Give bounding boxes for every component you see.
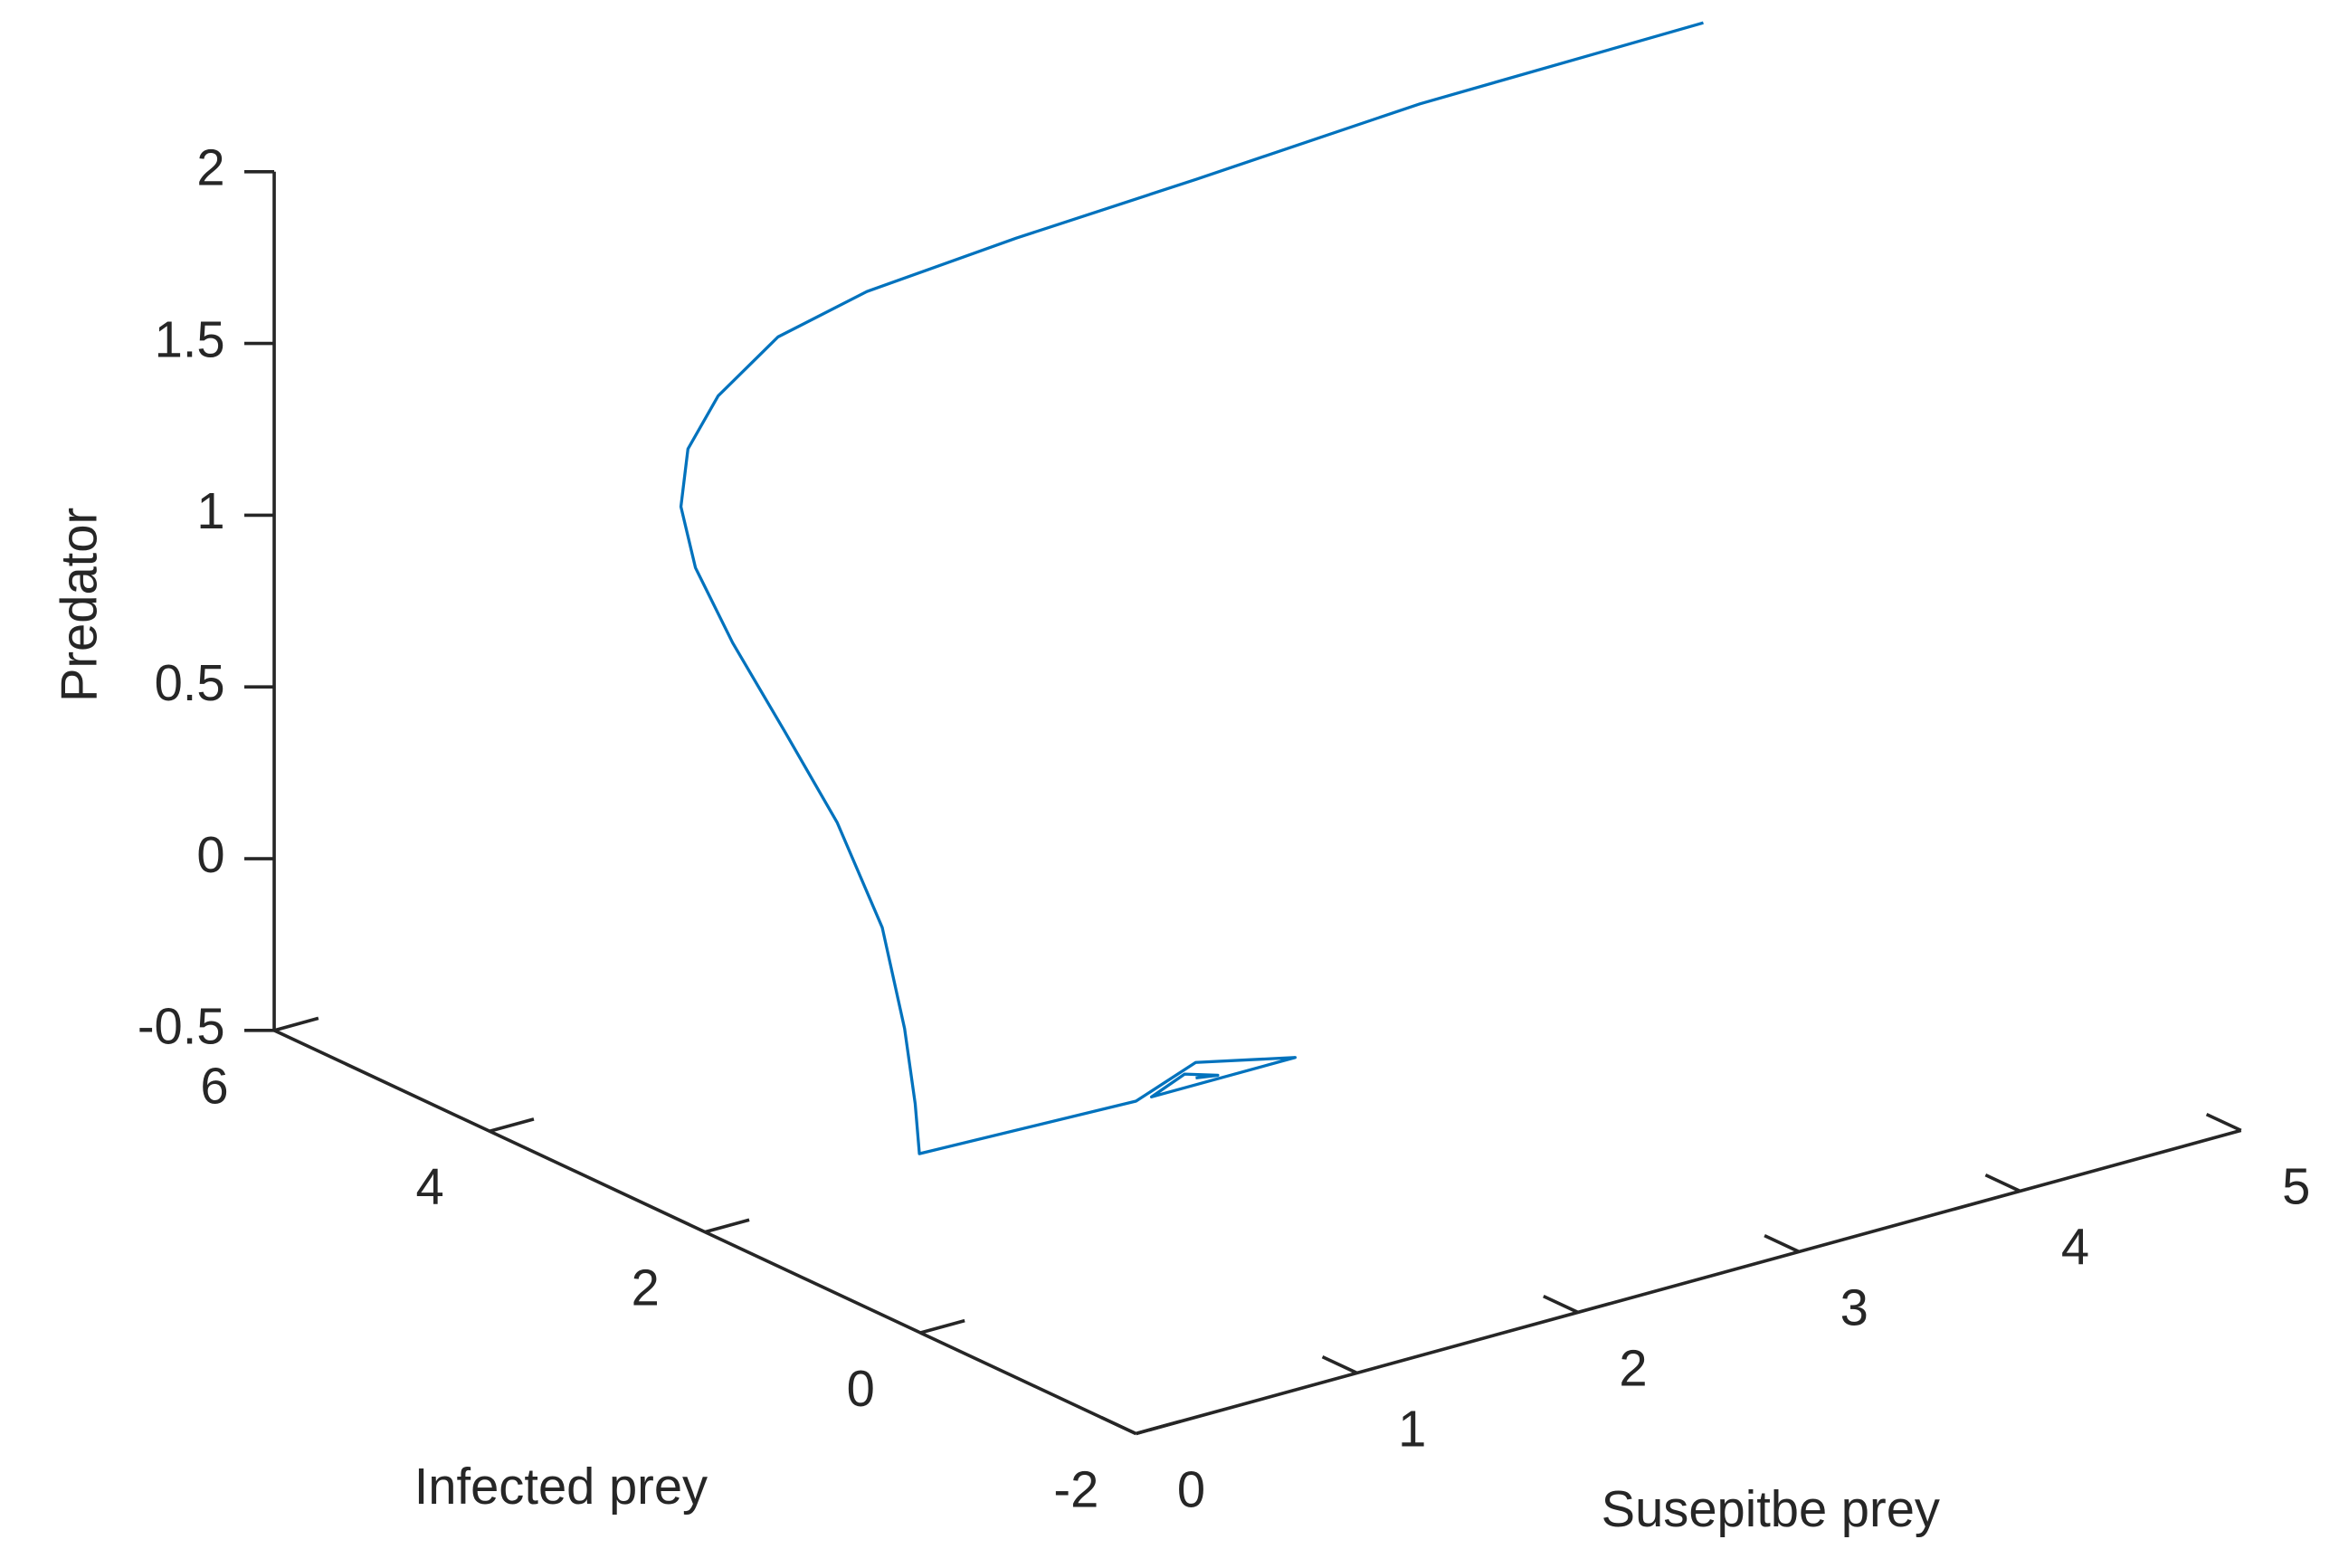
z-tick-label: 1 xyxy=(196,482,224,539)
x-tick-label: 3 xyxy=(1840,1278,1868,1335)
y-tick xyxy=(273,1016,319,1032)
z-tick-label: 1.5 xyxy=(155,310,225,367)
x-tick-label: 0 xyxy=(1177,1460,1205,1517)
x-tick-label: 5 xyxy=(2282,1157,2310,1214)
trajectory-line xyxy=(679,21,1704,1155)
x-tick xyxy=(2205,1112,2242,1133)
y-tick xyxy=(1135,1420,1181,1436)
x-tick-label: 1 xyxy=(1398,1400,1426,1457)
x-axis xyxy=(1135,1128,2242,1436)
y-tick xyxy=(919,1318,965,1335)
x-tick xyxy=(1321,1354,1358,1375)
y-tick-label: 2 xyxy=(632,1259,660,1316)
x-axis-label: Susepitbe prey xyxy=(1602,1480,1940,1537)
z-tick-label: 0 xyxy=(196,826,224,883)
y-tick-label: 0 xyxy=(847,1360,875,1417)
y-tick-label: 6 xyxy=(200,1058,228,1115)
x-tick-label: 2 xyxy=(1619,1339,1647,1396)
y-axis-label: Infected prey xyxy=(414,1458,708,1515)
x-tick-label: 4 xyxy=(2061,1218,2089,1275)
x-tick xyxy=(1100,1415,1137,1436)
z-tick-label: 0.5 xyxy=(155,654,225,711)
y-tick-label: 4 xyxy=(415,1158,443,1215)
z-tick-label: -0.5 xyxy=(138,998,225,1055)
y-tick xyxy=(489,1117,535,1133)
x-tick xyxy=(1764,1233,1800,1254)
y-tick xyxy=(704,1218,750,1234)
x-tick xyxy=(1984,1173,2021,1193)
z-axis-label: Predator xyxy=(51,508,108,702)
z-tick-label: 2 xyxy=(196,139,224,196)
y-tick-label: -2 xyxy=(1053,1460,1098,1517)
x-tick xyxy=(1543,1294,1579,1315)
